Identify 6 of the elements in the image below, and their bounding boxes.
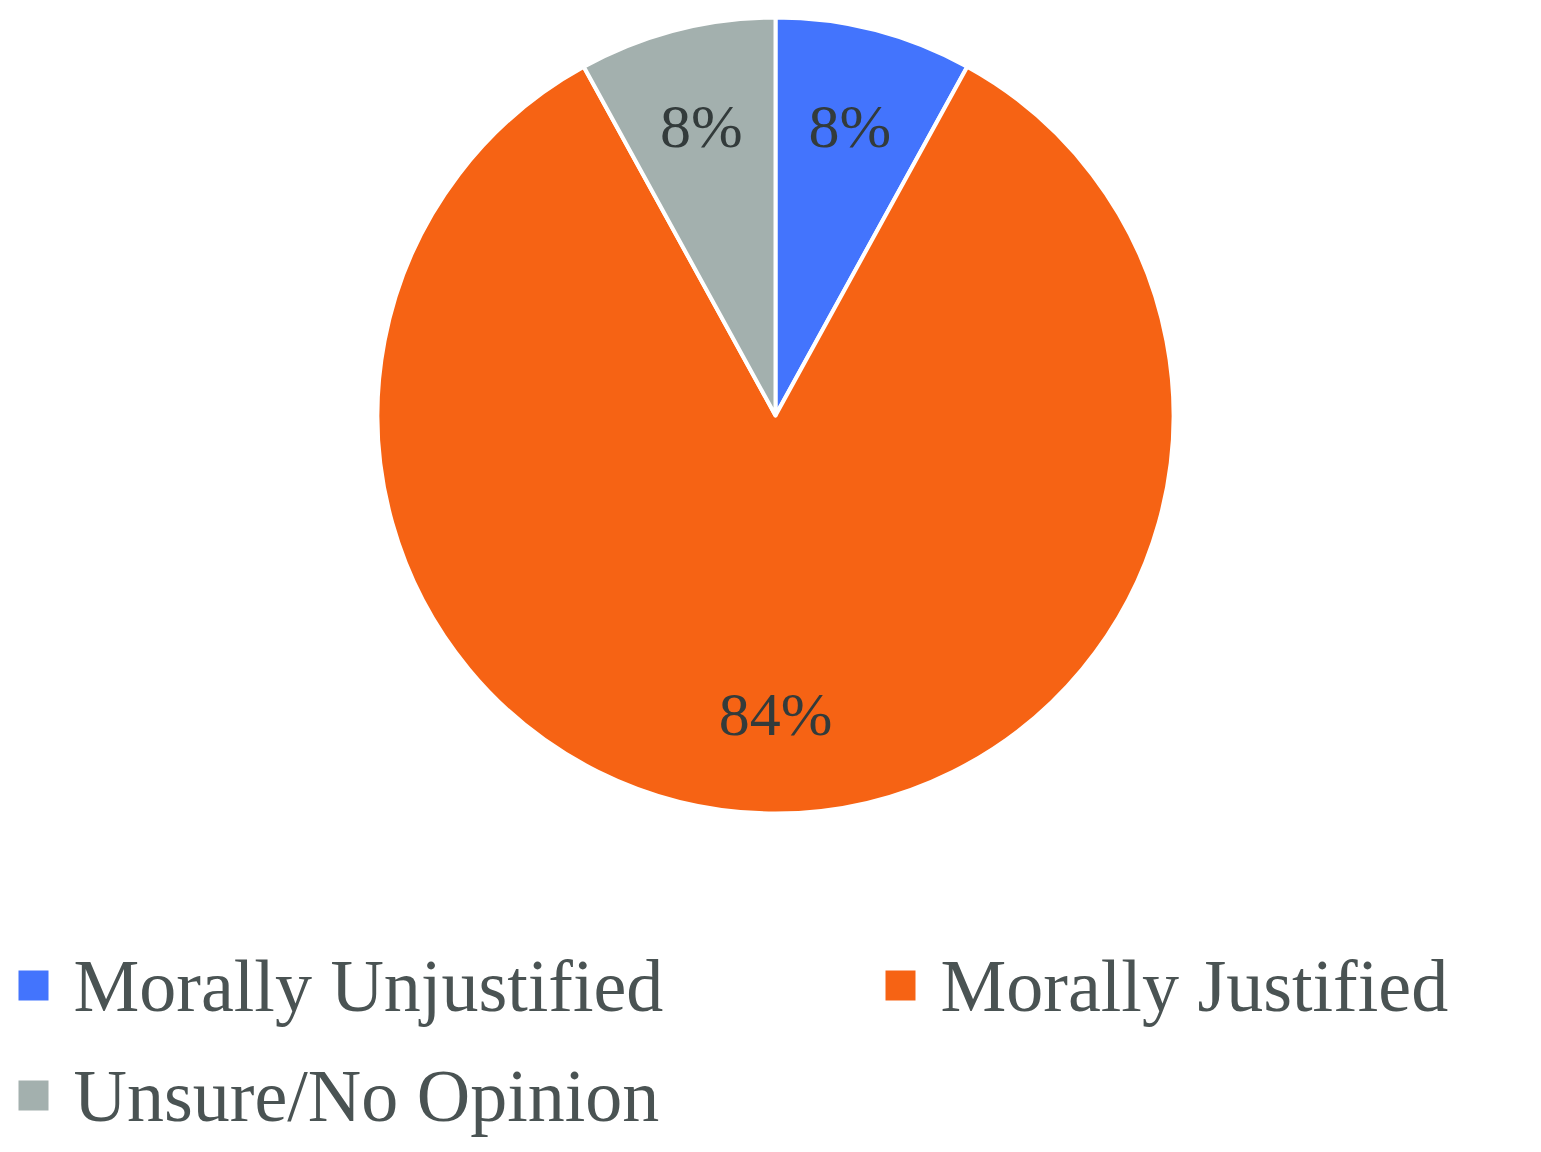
data-label: 8% [808, 92, 892, 161]
legend-label: Unsure/No Opinion [73, 1054, 660, 1137]
legend-label: Morally Justified [940, 944, 1449, 1027]
data-label: 8% [659, 92, 743, 161]
data-label: 84% [718, 680, 833, 748]
legend-label: Morally Unjustified [73, 944, 664, 1027]
